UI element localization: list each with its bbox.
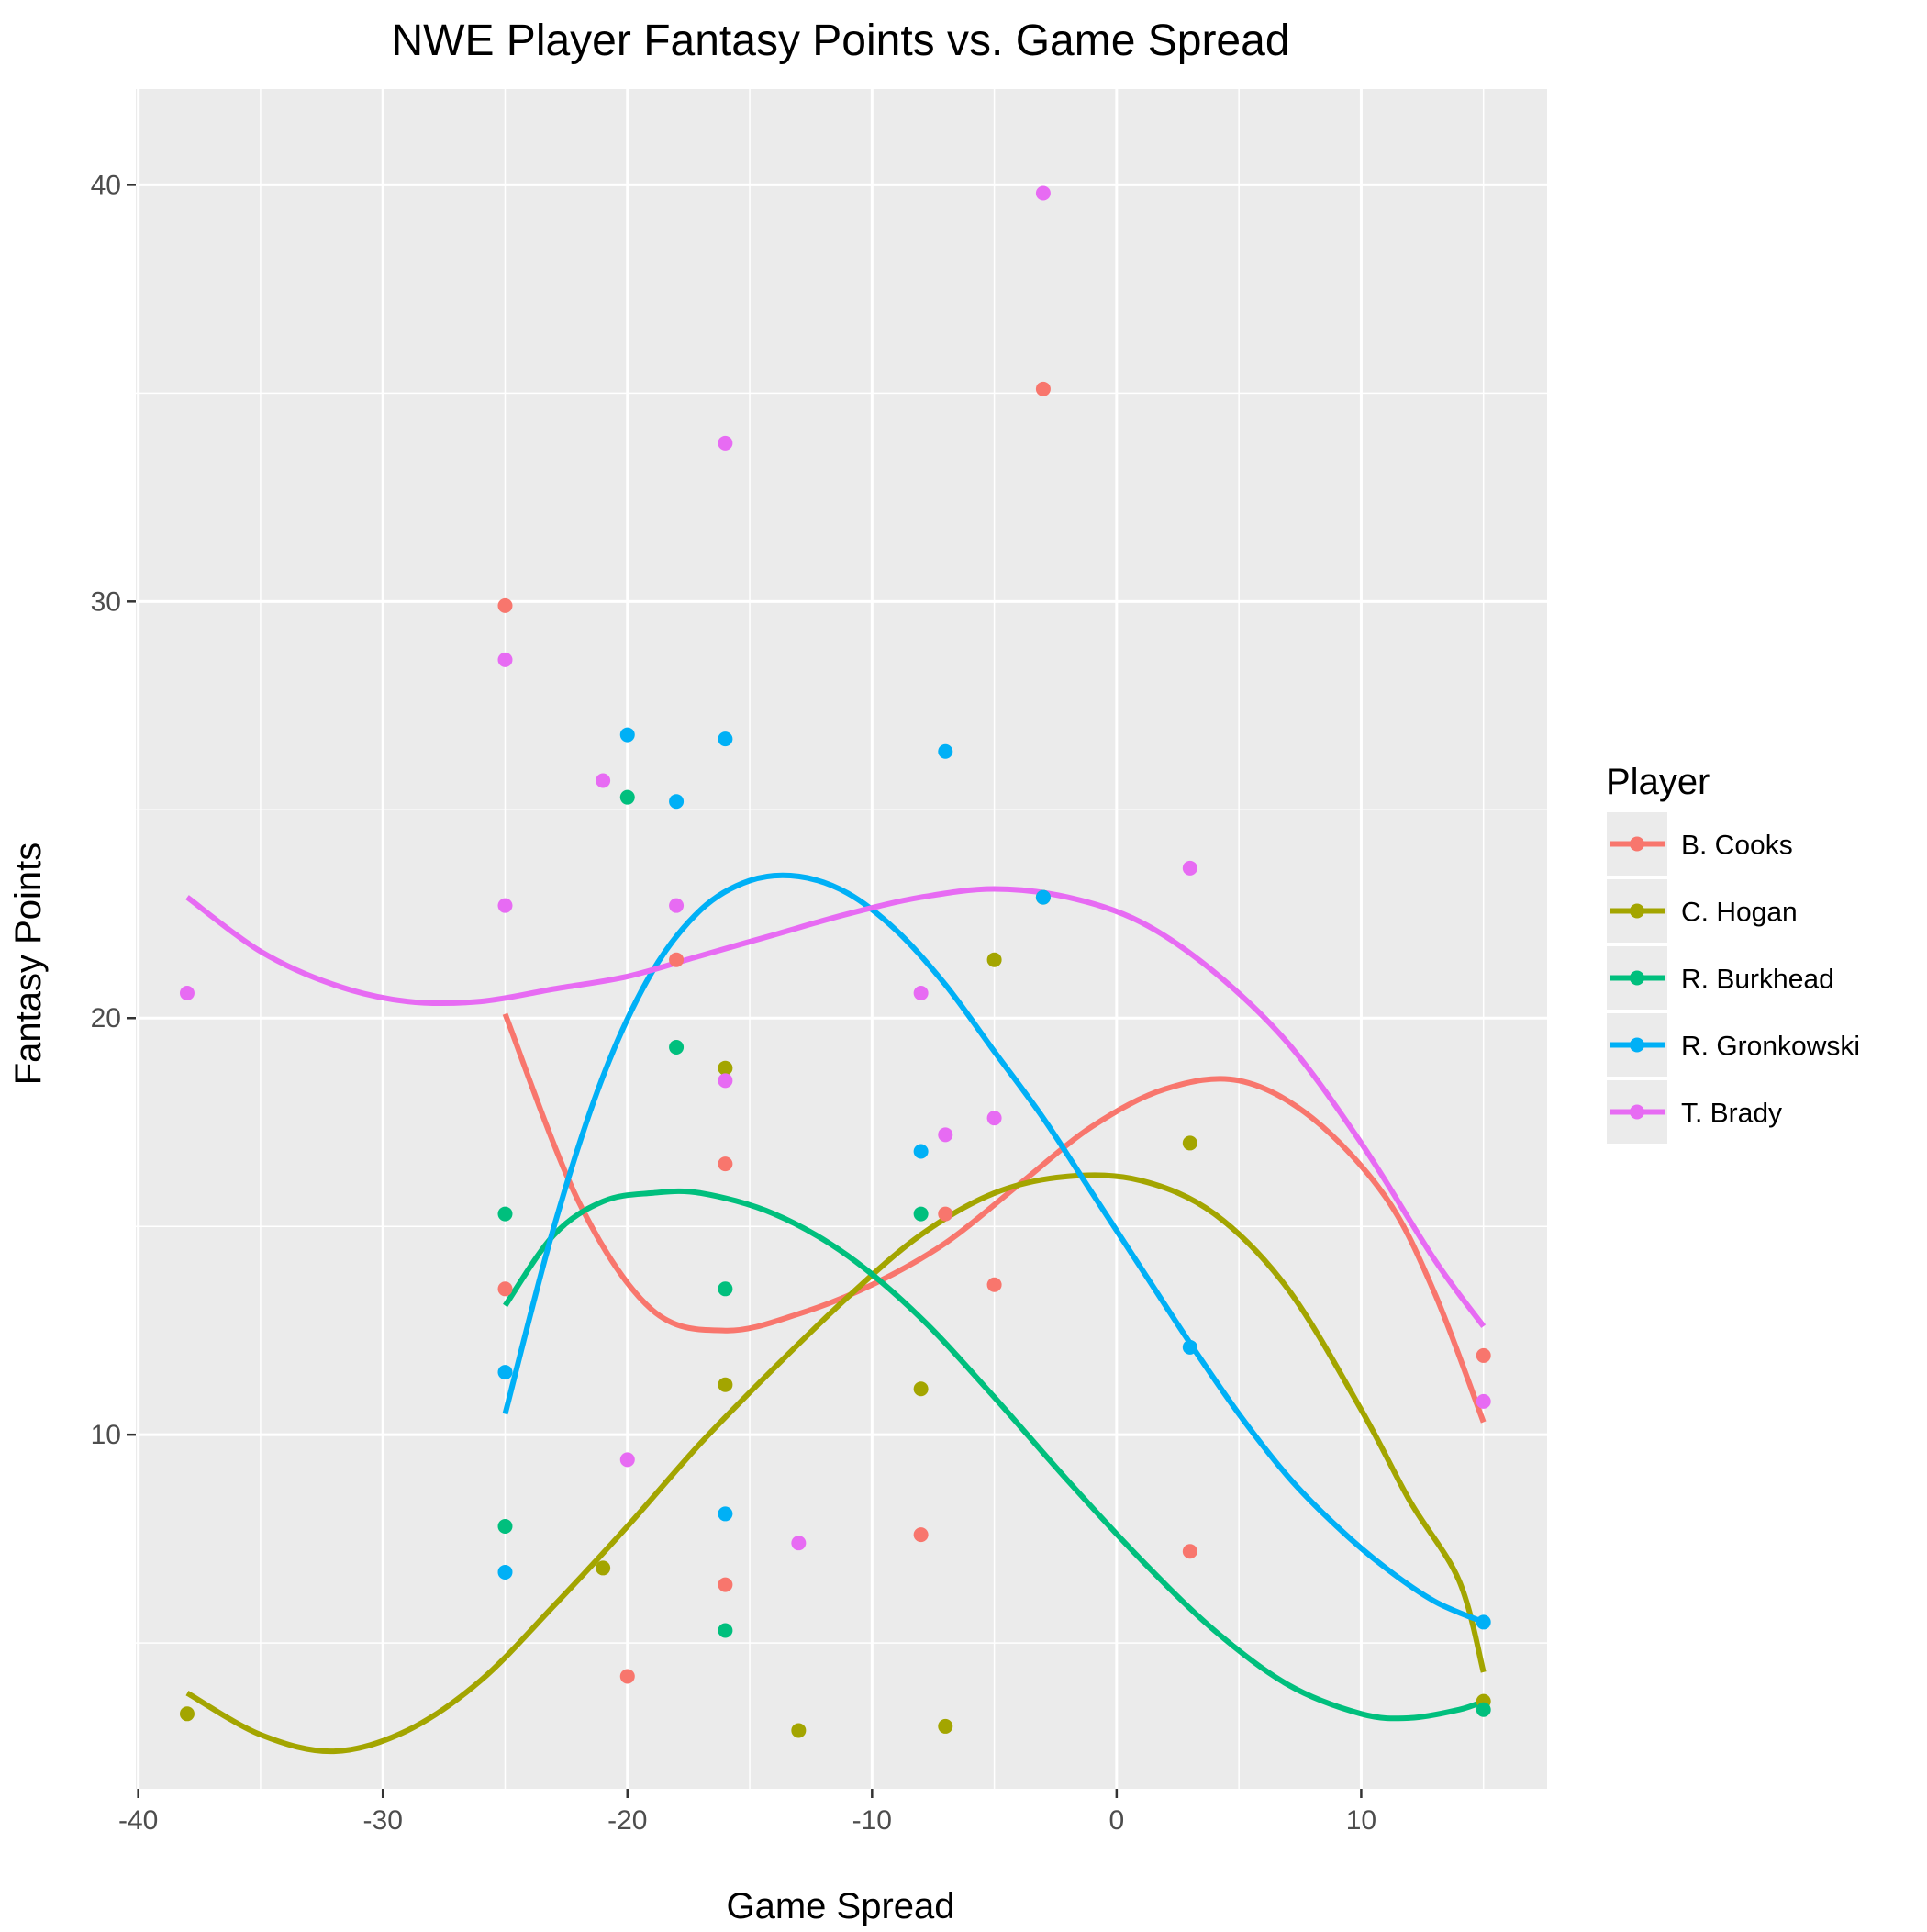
legend-item-r-gronkowski: R. Gronkowski [1605,1011,1860,1078]
data-point-b-cooks [619,1669,635,1684]
legend-label: C. Hogan [1681,898,1798,928]
legend: Player B. Cooks C. Hogan R. Burkhead R. Gro… [1605,762,1860,1145]
data-point-r-burkhead [497,1206,513,1222]
legend-item-b-cooks: B. Cooks [1605,810,1793,877]
data-point-c-hogan [913,1381,929,1397]
legend-key-point [1630,1037,1644,1053]
data-point-b-cooks [986,1277,1002,1292]
data-point-t-brady [791,1536,807,1551]
data-point-r-gronkowski [1476,1614,1491,1630]
data-point-t-brady [913,986,929,1001]
data-point-t-brady [1476,1393,1491,1409]
grid-lines [136,89,1547,1789]
data-point-c-hogan [791,1723,807,1738]
legend-item-c-hogan: C. Hogan [1605,877,1798,944]
x-tick-label: -30 [363,1805,403,1836]
x-tick-label: -10 [852,1805,892,1836]
data-point-c-hogan [718,1377,733,1392]
legend-key-point [1630,836,1644,852]
data-point-t-brady [497,898,513,913]
data-point-t-brady [497,652,513,667]
trend-line-c-hogan [185,1172,1487,1755]
data-point-r-burkhead [669,1040,685,1055]
data-point-r-gronkowski [718,731,733,747]
data-point-b-cooks [669,952,685,967]
x-tick-label: -20 [607,1805,647,1836]
legend-item-t-brady: T. Brady [1605,1078,1782,1145]
chart-title: NWE Player Fantasy Points vs. Game Sprea… [391,17,1289,65]
data-point-r-gronkowski [619,727,635,743]
data-point-t-brady [596,773,611,788]
y-tick-label: 30 [91,586,121,617]
data-point-r-burkhead [619,789,635,805]
data-point-b-cooks [913,1527,929,1543]
legend-key-point [1630,1104,1644,1120]
data-point-c-hogan [596,1560,611,1576]
legend-label: B. Cooks [1681,831,1793,861]
data-point-r-gronkowski [497,1564,513,1580]
data-point-t-brady [986,1111,1002,1126]
data-point-t-brady [669,898,685,913]
axes: -40 -30 -20 -10 0 10 10 20 30 40 [91,170,1376,1836]
x-tick-label: 10 [1346,1805,1376,1836]
data-point-r-burkhead [497,1519,513,1535]
data-point-r-gronkowski [913,1144,929,1159]
data-point-r-gronkowski [938,743,953,759]
data-point-t-brady [718,1073,733,1089]
data-point-b-cooks [718,1156,733,1172]
data-point-r-gronkowski [669,794,685,810]
data-point-r-gronkowski [497,1365,513,1380]
data-point-b-cooks [718,1577,733,1592]
y-axis-title: Fantasy Points [8,843,49,1086]
data-point-r-gronkowski [718,1506,733,1522]
data-point-c-hogan [986,952,1002,967]
data-point-b-cooks [1476,1347,1491,1363]
data-point-t-brady [938,1127,953,1143]
data-point-r-gronkowski [1182,1339,1197,1355]
x-tick-label: 0 [1109,1805,1125,1836]
data-point-t-brady [179,986,195,1001]
data-point-r-burkhead [718,1281,733,1297]
data-point-b-cooks [497,1281,513,1297]
legend-key-point [1630,970,1644,986]
legend-label: T. Brady [1681,1099,1782,1129]
plot-panel [136,89,1547,1789]
trend-line-r-burkhead [503,1188,1485,1722]
trend-line-r-gronkowski [502,872,1485,1625]
data-point-b-cooks [497,597,513,613]
data-point-t-brady [619,1452,635,1468]
legend-item-r-burkhead: R. Burkhead [1605,944,1834,1011]
data-point-c-hogan [938,1718,953,1734]
data-point-b-cooks [938,1206,953,1222]
x-tick-label: -40 [118,1805,158,1836]
data-point-r-burkhead [1476,1702,1491,1717]
trend-lines [185,872,1487,1755]
data-point-b-cooks [1182,1544,1197,1559]
data-point-t-brady [1182,860,1197,876]
y-tick-label: 40 [91,170,121,200]
data-point-c-hogan [1182,1135,1197,1151]
data-point-c-hogan [718,1060,733,1076]
data-point-t-brady [1035,185,1051,201]
legend-key-point [1630,903,1644,919]
legend-label: R. Burkhead [1681,965,1834,995]
y-tick-label: 20 [91,1003,121,1033]
data-point-c-hogan [179,1706,195,1722]
data-point-r-burkhead [718,1623,733,1638]
data-point-r-burkhead [913,1206,929,1222]
legend-title: Player [1606,762,1710,802]
data-point-r-gronkowski [1035,889,1051,905]
data-points [179,185,1491,1738]
legend-label: R. Gronkowski [1681,1032,1860,1062]
data-point-b-cooks [1035,381,1051,396]
data-point-t-brady [718,435,733,451]
y-tick-label: 10 [91,1420,121,1450]
trend-line-t-brady [185,886,1487,1328]
x-axis-title: Game Spread [726,1886,954,1926]
